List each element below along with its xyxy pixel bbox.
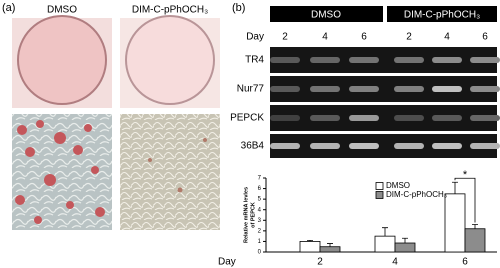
y-tick-label: 2 — [258, 228, 262, 234]
y-tick-label: 0 — [258, 250, 262, 256]
bar — [464, 228, 486, 253]
band — [470, 115, 500, 121]
band — [349, 86, 379, 92]
day-tick: 6 — [482, 32, 488, 43]
y-tick-label: 4 — [258, 207, 262, 213]
band — [310, 86, 340, 92]
band — [270, 86, 300, 92]
bar — [374, 235, 396, 253]
y-tick-label: 5 — [258, 197, 262, 203]
gel-strip — [270, 134, 497, 158]
band — [310, 115, 340, 121]
row-label: TR4 — [245, 55, 264, 66]
error-bar — [382, 227, 388, 237]
bar — [319, 246, 341, 253]
y-axis-label: of PEPCK — [250, 202, 256, 228]
x-tick-label: 2 — [317, 257, 323, 268]
band — [270, 115, 300, 121]
band — [394, 115, 424, 121]
band — [394, 143, 424, 149]
day-label: Day — [246, 32, 264, 43]
significance-bracket — [454, 177, 476, 223]
x-axis-label: Day — [218, 257, 236, 268]
column-label: DMSO — [47, 5, 77, 16]
annotation: * — [463, 169, 468, 181]
bar — [444, 193, 466, 253]
x-tick-label: 6 — [462, 257, 468, 268]
band — [394, 86, 424, 92]
y-tick-label: 1 — [258, 239, 262, 245]
dish — [125, 15, 215, 105]
stained-cells — [148, 138, 207, 193]
day-tick: 4 — [444, 32, 450, 43]
group-label: DMSO — [311, 10, 341, 21]
day-tick: 6 — [361, 32, 367, 43]
band — [470, 57, 500, 63]
band — [432, 86, 462, 92]
band — [432, 57, 462, 63]
error-bar — [402, 237, 408, 244]
row-label: PEPCK — [230, 113, 264, 124]
group-label: DIM-C-pPhOCH₃ — [404, 10, 480, 21]
legend-label: DMSO — [386, 181, 410, 190]
dish — [17, 15, 107, 105]
row-label: Nur77 — [237, 84, 265, 95]
band — [432, 143, 462, 149]
bar — [299, 241, 321, 253]
band — [349, 57, 379, 63]
y-tick-label: 6 — [258, 186, 262, 192]
band — [349, 143, 379, 149]
band — [470, 143, 500, 149]
micrograph — [120, 114, 220, 230]
legend-swatch — [375, 191, 384, 199]
error-bar — [452, 181, 458, 194]
band — [310, 57, 340, 63]
band — [432, 115, 462, 121]
y-tick-label: 3 — [258, 218, 262, 224]
stained-cells — [15, 120, 105, 224]
column-label: DIM-C-pPhOCH₃ — [132, 5, 208, 16]
band — [349, 115, 379, 121]
error-bar — [327, 243, 333, 247]
group-header — [270, 6, 383, 22]
band — [470, 86, 500, 92]
legend-label: DIM-C-pPhOCH₃ — [386, 190, 447, 199]
error-bar — [307, 239, 313, 242]
gel-strip — [270, 76, 497, 102]
y-tick-label: 7 — [258, 176, 262, 182]
y-axis-label: Relative mRNA levles — [243, 187, 249, 243]
group-header — [387, 6, 497, 22]
panel-label: (a) — [2, 2, 15, 14]
day-tick: 4 — [322, 32, 328, 43]
error-bar — [472, 224, 478, 229]
day-tick: 2 — [406, 32, 412, 43]
gel-strip — [270, 105, 497, 131]
band — [270, 57, 300, 63]
x-tick-label: 4 — [392, 257, 398, 268]
bar — [394, 242, 416, 253]
band — [394, 57, 424, 63]
day-tick: 2 — [282, 32, 288, 43]
panel-label: (b) — [232, 2, 245, 14]
legend-swatch — [375, 182, 384, 190]
row-label: 36B4 — [241, 141, 265, 152]
gel-strip — [270, 47, 497, 73]
band — [310, 143, 340, 149]
band — [270, 143, 300, 149]
